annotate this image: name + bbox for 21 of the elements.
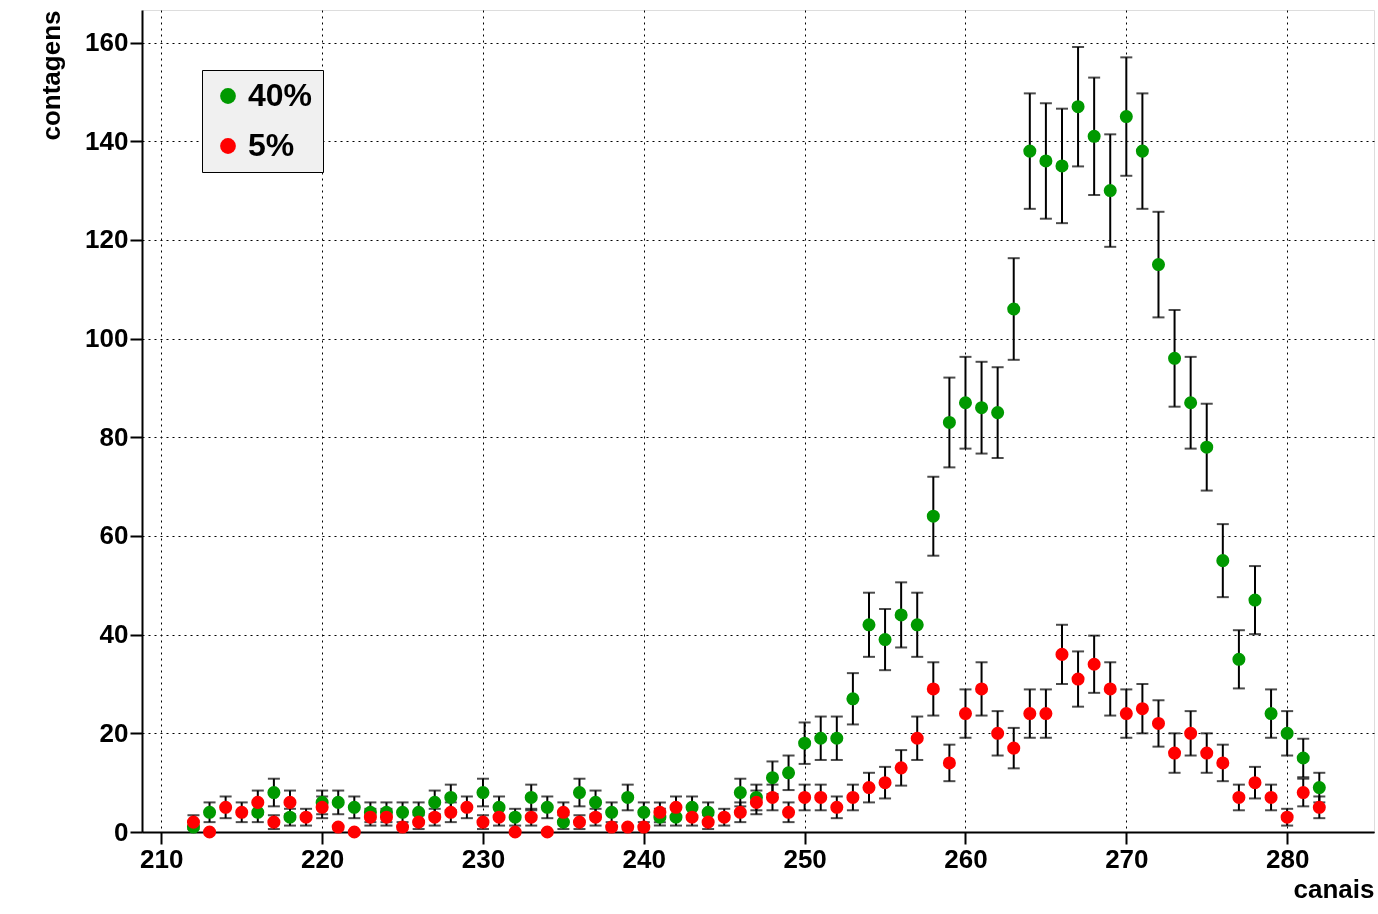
legend-label: 40% <box>248 77 313 113</box>
y-axis-title: contagens <box>36 10 67 141</box>
y-tick-label: 160 <box>85 27 129 58</box>
y-tick-label: 140 <box>85 125 129 156</box>
y-tick-label: 40 <box>99 619 129 650</box>
x-tick-label: 220 <box>300 843 345 874</box>
x-tick-label: 270 <box>1105 843 1149 874</box>
x-tick-label: 230 <box>461 843 506 874</box>
x-tick-label: 250 <box>783 843 827 874</box>
x-tick-label: 280 <box>1265 843 1310 874</box>
y-tick-label: 20 <box>99 717 129 748</box>
x-axis-title: canais <box>1293 873 1375 904</box>
legend-label: 5% <box>248 127 295 163</box>
y-tick-label: 120 <box>85 224 129 255</box>
x-tick-label: 210 <box>140 843 184 874</box>
x-tick-label: 260 <box>944 843 988 874</box>
y-tick-label: 0 <box>114 816 129 847</box>
x-tick-label: 240 <box>622 843 666 874</box>
y-tick-label: 100 <box>85 323 129 354</box>
y-tick-label: 80 <box>99 421 129 452</box>
y-tick-label: 60 <box>99 520 129 551</box>
